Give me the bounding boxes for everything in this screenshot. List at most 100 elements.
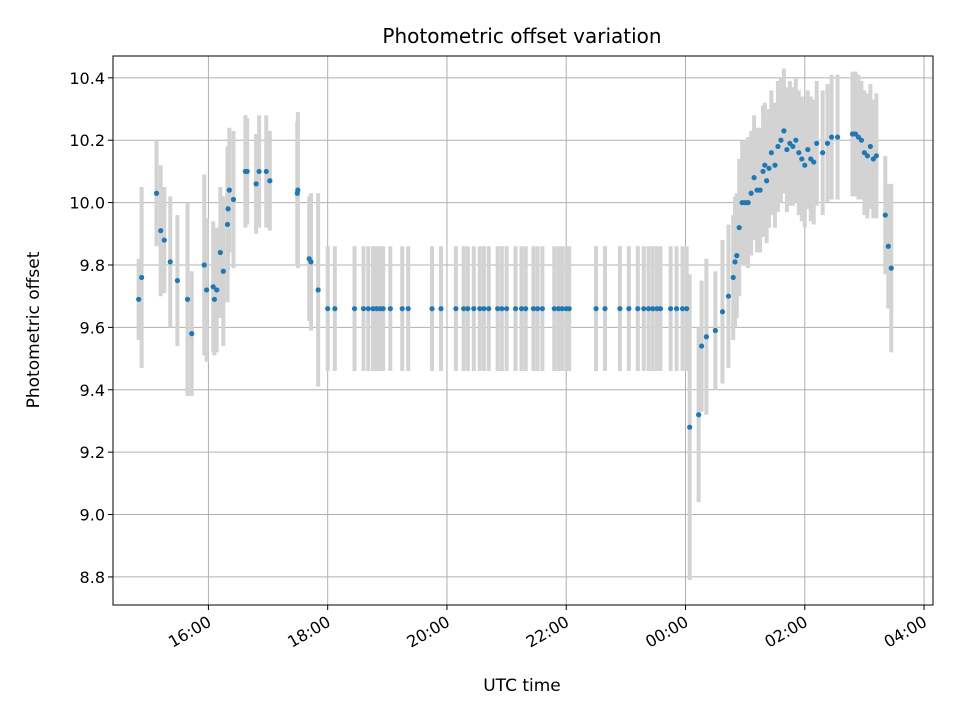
data-point bbox=[308, 259, 314, 265]
data-point bbox=[267, 178, 273, 184]
data-point bbox=[184, 296, 191, 302]
data-point bbox=[504, 306, 510, 312]
data-point bbox=[315, 287, 321, 293]
x-axis-title: UTC time bbox=[483, 676, 561, 696]
data-point bbox=[679, 306, 686, 312]
data-point bbox=[657, 306, 664, 312]
data-point bbox=[230, 196, 237, 203]
data-point bbox=[684, 306, 690, 312]
data-point bbox=[495, 306, 501, 312]
data-point bbox=[244, 168, 250, 175]
data-point bbox=[641, 306, 647, 312]
data-points bbox=[136, 128, 894, 430]
data-point bbox=[617, 306, 623, 312]
plot-area-frame bbox=[112, 55, 934, 606]
y-axis-title: Photometric offset bbox=[24, 251, 44, 408]
y-tick-label: 9.2 bbox=[80, 443, 105, 462]
data-point bbox=[687, 424, 693, 430]
data-point bbox=[650, 306, 656, 312]
data-point bbox=[805, 146, 811, 153]
data-point bbox=[796, 150, 802, 156]
data-point bbox=[873, 153, 879, 159]
data-point bbox=[703, 334, 709, 340]
data-point bbox=[226, 187, 232, 193]
y-tick-label: 9.6 bbox=[80, 318, 105, 337]
data-point bbox=[760, 168, 766, 175]
data-point bbox=[566, 306, 572, 312]
data-point bbox=[477, 306, 483, 312]
data-point bbox=[834, 134, 841, 140]
data-point bbox=[790, 143, 796, 150]
data-point bbox=[539, 306, 545, 312]
data-point bbox=[696, 412, 702, 418]
data-point bbox=[751, 175, 757, 181]
data-point bbox=[699, 343, 705, 349]
data-point bbox=[602, 306, 608, 312]
data-point bbox=[668, 306, 674, 312]
data-point bbox=[201, 262, 207, 268]
data-point bbox=[772, 162, 778, 168]
data-point bbox=[136, 296, 142, 302]
data-point bbox=[471, 306, 477, 312]
data-point bbox=[725, 293, 732, 299]
data-point bbox=[858, 137, 865, 143]
data-point bbox=[139, 274, 145, 281]
data-point bbox=[811, 159, 817, 165]
data-point bbox=[332, 306, 338, 312]
data-point bbox=[481, 306, 487, 312]
data-point bbox=[214, 287, 220, 293]
data-point bbox=[799, 156, 805, 162]
y-axis: 8.8 9.0 9.2 9.4 9.6 9.8 10.0 10.2 10.4 bbox=[69, 69, 113, 587]
data-point bbox=[762, 162, 768, 168]
data-point bbox=[559, 306, 565, 312]
data-point bbox=[256, 168, 262, 175]
data-point bbox=[253, 181, 259, 187]
data-point bbox=[775, 143, 781, 150]
data-point bbox=[486, 306, 492, 312]
data-point bbox=[824, 140, 831, 146]
data-point bbox=[885, 243, 891, 249]
data-point bbox=[768, 150, 774, 156]
data-point bbox=[829, 134, 835, 140]
data-point bbox=[189, 331, 195, 337]
y-tick-label: 10.0 bbox=[69, 194, 105, 213]
data-point bbox=[523, 306, 529, 312]
data-point bbox=[453, 306, 459, 312]
data-point bbox=[635, 306, 641, 312]
data-point bbox=[373, 306, 380, 312]
data-point bbox=[555, 306, 562, 312]
data-point bbox=[295, 187, 301, 193]
data-point bbox=[712, 327, 718, 334]
data-point bbox=[429, 306, 435, 312]
data-point bbox=[370, 306, 376, 312]
data-point bbox=[784, 146, 790, 153]
y-tick-label: 8.8 bbox=[80, 568, 105, 587]
data-point bbox=[461, 306, 467, 312]
data-point bbox=[530, 306, 537, 312]
data-point bbox=[153, 190, 160, 196]
data-point bbox=[387, 306, 393, 312]
data-point bbox=[399, 306, 405, 312]
data-point bbox=[802, 162, 808, 168]
data-point bbox=[535, 306, 541, 312]
data-point bbox=[734, 253, 740, 259]
data-point bbox=[888, 265, 894, 271]
y-tick-label: 10.4 bbox=[69, 69, 105, 88]
data-point bbox=[645, 306, 652, 312]
data-point bbox=[405, 306, 411, 312]
data-point bbox=[730, 274, 736, 281]
data-point bbox=[438, 306, 444, 312]
data-point bbox=[719, 309, 726, 315]
data-point bbox=[204, 287, 210, 293]
data-point bbox=[781, 128, 787, 134]
data-point bbox=[764, 178, 770, 184]
data-point bbox=[211, 296, 217, 302]
data-point bbox=[210, 284, 216, 290]
data-point bbox=[736, 224, 742, 231]
data-point bbox=[864, 153, 871, 159]
data-point bbox=[793, 137, 799, 143]
data-point bbox=[593, 306, 599, 312]
data-point bbox=[867, 143, 873, 150]
data-point bbox=[217, 249, 223, 256]
